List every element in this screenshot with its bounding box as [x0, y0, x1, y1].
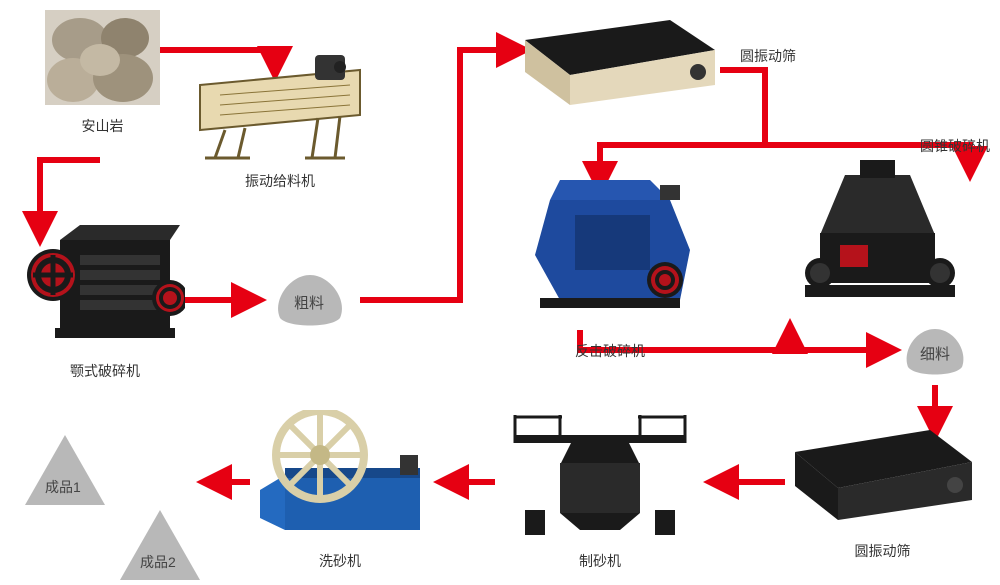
sand-washer-icon	[250, 410, 430, 540]
node-sand-washer: 洗砂机	[250, 410, 430, 571]
node-jaw-crusher: 颚式破碎机	[25, 220, 185, 381]
impact-crusher-label: 反击破碎机	[520, 341, 700, 361]
node-screen1	[520, 10, 720, 115]
node-cone-crusher	[790, 155, 965, 315]
node-raw-rock: 安山岩	[45, 10, 160, 136]
feeder-icon	[190, 40, 370, 160]
node-sand-maker: 制砂机	[500, 405, 700, 571]
jaw-crusher-label: 颚式破碎机	[25, 361, 185, 381]
node-product1: 成品1	[25, 435, 105, 510]
node-fine: 细料	[900, 325, 970, 385]
node-feeder: 振动给料机	[190, 40, 370, 191]
node-product2: 成品2	[120, 510, 200, 585]
raw-rock-label: 安山岩	[45, 116, 160, 136]
node-impact-crusher: 反击破碎机	[520, 170, 700, 361]
cone-crusher-label: 圆锥破碎机	[920, 136, 990, 156]
product2-label: 成品2	[140, 552, 176, 572]
impact-crusher-icon	[520, 170, 700, 330]
raw-rock-icon	[45, 10, 160, 105]
node-coarse: 粗料	[270, 270, 350, 335]
coarse-label: 粗料	[294, 292, 324, 313]
product1-label: 成品1	[45, 477, 81, 497]
screen1-label: 圆振动筛	[740, 46, 796, 66]
cone-crusher-icon	[790, 155, 965, 310]
screen2-icon	[790, 420, 975, 530]
sand-maker-label: 制砂机	[500, 551, 700, 571]
screen1-icon	[520, 10, 720, 110]
node-screen2: 圆振动筛	[790, 420, 975, 561]
sand-maker-icon	[500, 405, 700, 540]
feeder-label: 振动给料机	[190, 171, 370, 191]
fine-label: 细料	[920, 343, 950, 364]
jaw-crusher-icon	[25, 220, 185, 350]
screen2-label: 圆振动筛	[790, 541, 975, 561]
sand-washer-label: 洗砂机	[250, 551, 430, 571]
